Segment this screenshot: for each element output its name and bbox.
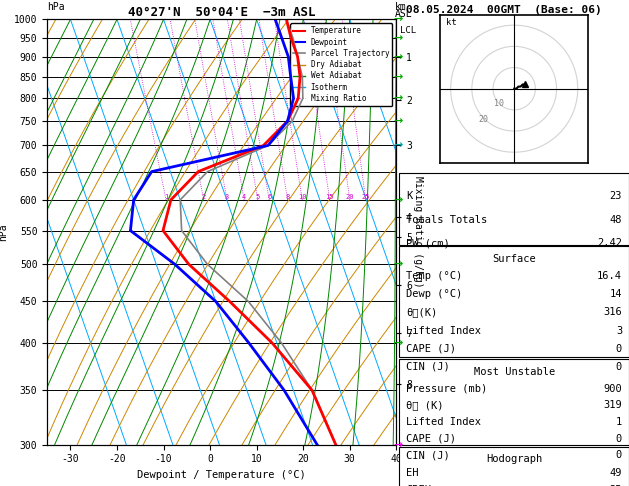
Text: →: → (394, 338, 403, 348)
Text: Temp (°C): Temp (°C) (406, 271, 462, 281)
Text: 1: 1 (164, 194, 168, 200)
Text: →: → (394, 195, 403, 205)
Title: 40°27'N  50°04'E  −3m ASL: 40°27'N 50°04'E −3m ASL (128, 6, 316, 19)
Text: Dewp (°C): Dewp (°C) (406, 289, 462, 299)
Y-axis label: Mixing Ratio (g/kg): Mixing Ratio (g/kg) (413, 176, 423, 288)
Text: Pressure (mb): Pressure (mb) (406, 384, 487, 394)
Text: CAPE (J): CAPE (J) (406, 434, 456, 444)
Text: km: km (395, 2, 407, 12)
Text: →: → (394, 140, 403, 151)
Text: Hodograph: Hodograph (486, 454, 542, 464)
Text: 10: 10 (494, 100, 504, 108)
X-axis label: Dewpoint / Temperature (°C): Dewpoint / Temperature (°C) (137, 470, 306, 480)
Text: 3: 3 (225, 194, 229, 200)
Text: 35: 35 (610, 485, 622, 486)
Text: CIN (J): CIN (J) (406, 362, 450, 372)
Text: 2.42: 2.42 (597, 238, 622, 248)
Bar (399, 359, 629, 445)
Text: 20: 20 (345, 194, 354, 200)
Text: 49: 49 (610, 469, 622, 478)
Text: Lifted Index: Lifted Index (406, 326, 481, 335)
Text: 316: 316 (603, 307, 622, 317)
Text: →: → (394, 52, 403, 62)
Text: →: → (394, 93, 403, 103)
Text: 0: 0 (616, 434, 622, 444)
Text: EH: EH (406, 469, 419, 478)
Text: 6: 6 (267, 194, 271, 200)
Text: PW (cm): PW (cm) (406, 238, 450, 248)
Text: 5: 5 (255, 194, 260, 200)
Bar (399, 447, 629, 486)
Text: 4: 4 (242, 194, 247, 200)
Text: 900: 900 (603, 384, 622, 394)
Text: 319: 319 (603, 400, 622, 411)
Text: 0: 0 (616, 362, 622, 372)
Legend: Temperature, Dewpoint, Parcel Trajectory, Dry Adiabat, Wet Adiabat, Isotherm, Mi: Temperature, Dewpoint, Parcel Trajectory… (290, 23, 392, 106)
Text: LCL: LCL (400, 26, 416, 35)
Text: CIN (J): CIN (J) (406, 451, 450, 460)
Text: 08.05.2024  00GMT  (Base: 06): 08.05.2024 00GMT (Base: 06) (406, 5, 601, 15)
Y-axis label: hPa: hPa (0, 223, 8, 241)
Text: 8: 8 (286, 194, 290, 200)
Text: θᴇ(K): θᴇ(K) (406, 307, 438, 317)
Text: θᴇ (K): θᴇ (K) (406, 400, 444, 411)
Text: ASL: ASL (395, 9, 413, 19)
Text: →: → (394, 440, 403, 450)
Text: →: → (394, 15, 403, 24)
Text: K: K (406, 191, 413, 201)
Text: →: → (394, 33, 403, 43)
Text: Totals Totals: Totals Totals (406, 214, 487, 225)
Text: Surface: Surface (493, 254, 536, 264)
Text: →: → (394, 116, 403, 126)
Text: →: → (394, 259, 403, 269)
Bar (399, 246, 629, 358)
Text: 2: 2 (201, 194, 206, 200)
Text: 10: 10 (298, 194, 306, 200)
Text: 14: 14 (610, 289, 622, 299)
Text: 1: 1 (616, 417, 622, 427)
Text: 16.4: 16.4 (597, 271, 622, 281)
Text: Lifted Index: Lifted Index (406, 417, 481, 427)
Text: 25: 25 (362, 194, 370, 200)
Text: 48: 48 (610, 214, 622, 225)
Text: 0: 0 (616, 451, 622, 460)
Text: SREH: SREH (406, 485, 431, 486)
Text: hPa: hPa (47, 2, 65, 12)
Text: 15: 15 (325, 194, 334, 200)
Text: CAPE (J): CAPE (J) (406, 344, 456, 354)
Text: 0: 0 (616, 344, 622, 354)
Text: 23: 23 (610, 191, 622, 201)
Text: Most Unstable: Most Unstable (474, 366, 555, 377)
Text: kt: kt (447, 18, 457, 27)
Text: 3: 3 (616, 326, 622, 335)
Bar (399, 173, 629, 244)
Text: 20: 20 (479, 115, 489, 124)
Text: →: → (394, 72, 403, 82)
